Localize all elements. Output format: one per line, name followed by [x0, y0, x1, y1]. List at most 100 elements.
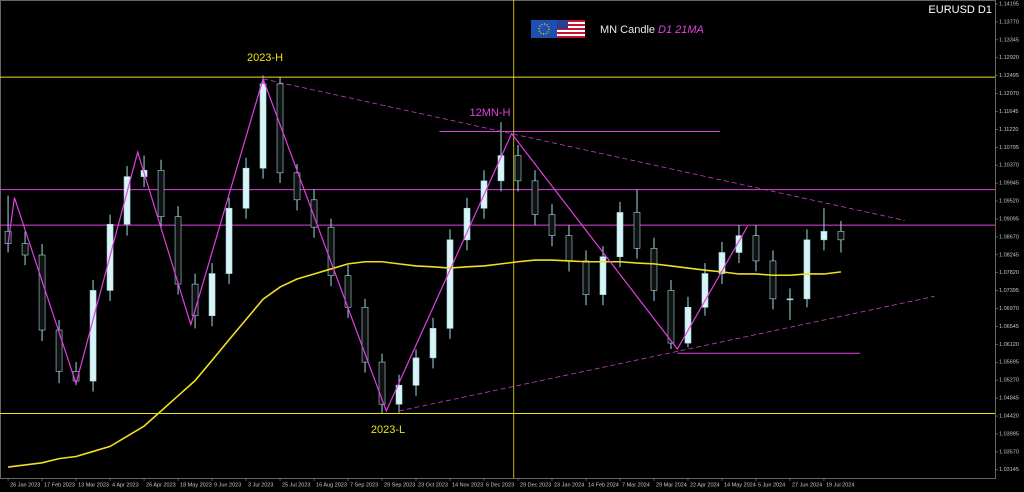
- candle-body: [514, 155, 522, 182]
- x-tick-label: 3 Jul 2023: [248, 482, 273, 488]
- y-tick-label: 1.10795: [999, 145, 1019, 151]
- x-tick-label: 26 Jan 2023: [10, 482, 40, 488]
- candle-body: [497, 155, 505, 182]
- y-tick-label: 1.04845: [999, 396, 1019, 402]
- x-tick-label: 5 Jun 2024: [758, 482, 785, 488]
- y-tick-label: 1.13770: [999, 19, 1019, 25]
- candle-body: [565, 235, 573, 262]
- y-tick-label: 1.12920: [999, 55, 1019, 61]
- x-tick-label: 29 Sep 2023: [384, 482, 415, 488]
- overlay-line: [262, 78, 905, 221]
- candle-body: [582, 260, 590, 295]
- x-tick-label: 14 May 2024: [724, 482, 756, 488]
- candle-body: [599, 256, 607, 295]
- candle-body: [684, 306, 692, 344]
- x-tick-label: 27 Jun 2024: [792, 482, 822, 488]
- candle-body: [378, 361, 386, 405]
- level-label: 2023-H: [247, 52, 283, 64]
- candle-body: [548, 214, 556, 236]
- candle-body: [446, 239, 454, 329]
- y-tick-label: 1.12070: [999, 91, 1019, 97]
- candle-body: [123, 176, 131, 225]
- candle-body: [650, 247, 658, 291]
- candle-body: [225, 207, 233, 274]
- y-tick-label: 1.09945: [999, 181, 1019, 187]
- candle-body: [174, 216, 182, 285]
- candle-body: [837, 231, 845, 241]
- y-tick-label: 1.03145: [999, 467, 1019, 473]
- candle-body: [276, 83, 284, 174]
- candle-body: [157, 169, 165, 217]
- x-tick-label: 4 Apr 2023: [112, 482, 139, 488]
- y-tick-label: 1.14195: [999, 1, 1019, 7]
- candle-body: [208, 273, 216, 317]
- candle-body: [820, 231, 828, 241]
- y-tick-label: 1.11220: [999, 127, 1018, 133]
- x-tick-label: 26 Apr 2023: [146, 482, 176, 488]
- y-tick-label: 1.10370: [999, 163, 1019, 169]
- candle-body: [395, 384, 403, 405]
- candle-body: [616, 212, 624, 258]
- legend-ma: D1 21MA: [658, 24, 704, 36]
- candle-body: [633, 212, 641, 249]
- x-tick-label: 17 Feb 2023: [44, 482, 75, 488]
- candle-body: [786, 298, 794, 301]
- flag-us: [557, 20, 585, 38]
- x-tick-label: 29 Mar 2024: [656, 482, 687, 488]
- candle-body: [55, 329, 63, 372]
- overlay-line: [398, 295, 935, 412]
- candle-body: [769, 260, 777, 300]
- x-tick-label: 7 Sep 2023: [350, 482, 378, 488]
- candle-body: [327, 226, 335, 276]
- candle-body: [752, 235, 760, 262]
- candle-body: [361, 306, 369, 363]
- candle-body: [89, 290, 97, 382]
- x-tick-label: 23 Oct 2023: [418, 482, 448, 488]
- y-tick-label: 1.03995: [999, 431, 1019, 437]
- chart-title: EURUSD D1: [928, 4, 992, 16]
- candle-body: [803, 239, 811, 300]
- x-tick-label: 14 Nov 2023: [452, 482, 483, 488]
- y-tick-label: 1.06970: [999, 306, 1019, 312]
- x-tick-label: 13 Mar 2023: [78, 482, 109, 488]
- y-tick-label: 1.05270: [999, 378, 1019, 384]
- y-tick-label: 1.04420: [999, 413, 1019, 419]
- overlay-line: [7, 76, 748, 413]
- x-tick-label: 22 Apr 2024: [690, 482, 720, 488]
- x-tick-label: 9 Jun 2023: [214, 482, 241, 488]
- x-tick-label: 19 Jul 2024: [826, 482, 854, 488]
- x-tick-label: 14 Feb 2024: [588, 482, 619, 488]
- y-tick-label: 1.07395: [999, 288, 1019, 294]
- y-tick-label: 1.05695: [999, 360, 1019, 366]
- y-tick-label: 1.06545: [999, 324, 1019, 330]
- level-label: 2023-L: [371, 424, 405, 436]
- candle-body: [310, 199, 318, 228]
- candle-body: [259, 83, 267, 169]
- candle-body: [531, 180, 539, 215]
- y-tick-label: 1.09095: [999, 216, 1019, 222]
- x-tick-label: 16 Aug 2023: [316, 482, 347, 488]
- candle-body: [429, 328, 437, 359]
- candle-body: [21, 243, 29, 256]
- y-tick-label: 1.09520: [999, 199, 1019, 205]
- candle-body: [667, 290, 675, 344]
- candle-body: [735, 235, 743, 253]
- y-tick-label: 1.06120: [999, 342, 1019, 348]
- x-tick-label: 23 Jan 2024: [554, 482, 584, 488]
- candle-body: [463, 207, 471, 241]
- flag-eu: [531, 20, 557, 38]
- candle-body: [701, 273, 709, 308]
- x-tick-label: 29 Dec 2023: [520, 482, 551, 488]
- candle-body: [718, 252, 726, 274]
- candle-body: [412, 357, 420, 386]
- x-tick-label: 7 Mar 2024: [622, 482, 650, 488]
- legend-text: MN Candle: [600, 24, 655, 36]
- plot-frame: [0, 0, 996, 479]
- y-tick-label: 1.11645: [999, 109, 1018, 115]
- x-tick-label: 25 Jul 2023: [282, 482, 310, 488]
- y-tick-label: 1.12495: [999, 73, 1019, 79]
- x-tick-label: 6 Dec 2023: [486, 482, 514, 488]
